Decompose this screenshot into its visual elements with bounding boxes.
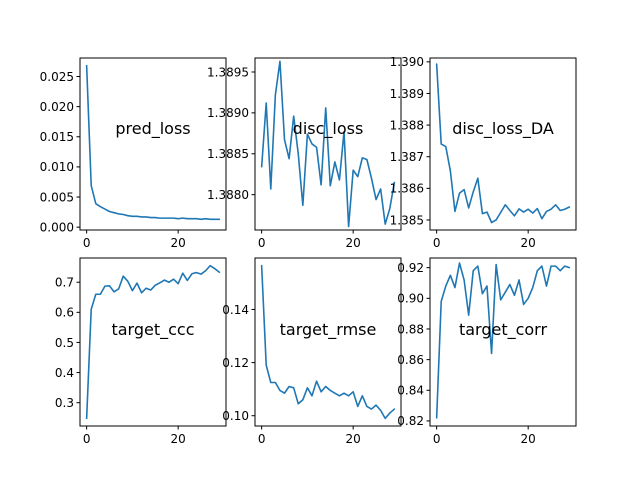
y-tick-label: 0.88: [397, 322, 424, 336]
y-tick-label: 0.015: [40, 130, 74, 144]
y-tick-label: 1.3890: [207, 106, 249, 120]
series-line: [260, 60, 396, 228]
y-tick-label: 0.84: [397, 384, 424, 398]
y-tick-label: 0.90: [397, 292, 424, 306]
chart-title: pred_loss: [115, 119, 190, 139]
y-tick-label: 0.025: [40, 70, 74, 84]
y-tick-label: 0.86: [397, 353, 424, 367]
chart-title: target_corr: [459, 320, 548, 340]
y-tick-label: 1.3885: [207, 147, 249, 161]
y-tick-label: 0.6: [55, 306, 74, 320]
chart-title: disc_loss: [293, 119, 364, 139]
series-line: [85, 64, 221, 221]
chart-title: disc_loss_DA: [452, 119, 554, 139]
subplot-disc-loss: 0 20 1.3880 1.3885 1.3890 1.3895 disc_loss: [207, 57, 402, 250]
axes-frame: [254, 57, 402, 231]
y-tick-label: 0.82: [397, 414, 424, 428]
x-tick-label: 0: [433, 432, 441, 446]
y-tick-label: 0.4: [55, 366, 74, 380]
y-tick-label: 1.385: [390, 213, 424, 227]
y-tick-label: 0.14: [222, 303, 249, 317]
y-tick-label: 0.12: [222, 356, 249, 370]
chart-title: target_rmse: [280, 320, 377, 340]
series-line: [85, 264, 221, 420]
chart-title: target_ccc: [111, 320, 194, 340]
series-line: [435, 262, 571, 419]
x-tick-label: 0: [258, 432, 266, 446]
axes-frame: [254, 257, 402, 427]
y-tick-label: 0.005: [40, 190, 74, 204]
x-tick-label: 0: [258, 236, 266, 250]
y-tick-label: 1.389: [390, 87, 424, 101]
subplot-target-ccc: 0 20 0.3 0.4 0.5 0.6 0.7 target_ccc: [55, 257, 227, 446]
subplot-disc-loss-da: 0 20 1.385 1.386 1.387 1.388 1.389 1.390 disc_lo…: [390, 55, 577, 250]
x-tick-label: 0: [433, 236, 441, 250]
y-tick-label: 0.000: [40, 220, 74, 234]
y-tick-label: 0.10: [222, 409, 249, 423]
y-tick-label: 0.92: [397, 261, 424, 275]
y-tick-label: 1.387: [390, 150, 424, 164]
x-tick-label: 20: [346, 236, 361, 250]
y-tick-label: 0.7: [55, 276, 74, 290]
x-tick-label: 20: [346, 432, 361, 446]
x-tick-label: 0: [83, 432, 91, 446]
y-tick-label: 0.020: [40, 100, 74, 114]
y-tick-label: 1.3880: [207, 188, 249, 202]
series-line: [435, 63, 571, 224]
axes-frame: [79, 57, 227, 231]
y-tick-label: 1.388: [390, 118, 424, 132]
series-line: [260, 264, 396, 420]
y-tick-label: 0.3: [55, 396, 74, 410]
subplot-target-rmse: 0 20 0.10 0.12 0.14 target_rmse: [222, 257, 402, 446]
x-tick-label: 20: [521, 236, 536, 250]
x-tick-label: 0: [83, 236, 91, 250]
axes-frame: [429, 257, 577, 427]
y-tick-label: 0.010: [40, 160, 74, 174]
y-tick-label: 1.386: [390, 182, 424, 196]
y-tick-label: 1.3895: [207, 65, 249, 79]
x-tick-label: 20: [521, 432, 536, 446]
y-tick-label: 0.5: [55, 336, 74, 350]
axes-frame: [429, 57, 577, 231]
subplot-target-corr: 0 20 0.82 0.84 0.86 0.88 0.90 0.92 target_corr: [397, 257, 577, 446]
subplot-pred-loss: 0 20 0.000 0.005 0.010 0.015 0.020 0.025 pred_lo…: [40, 57, 227, 250]
x-tick-label: 20: [171, 432, 186, 446]
x-tick-label: 20: [171, 236, 186, 250]
y-tick-label: 1.390: [390, 55, 424, 69]
